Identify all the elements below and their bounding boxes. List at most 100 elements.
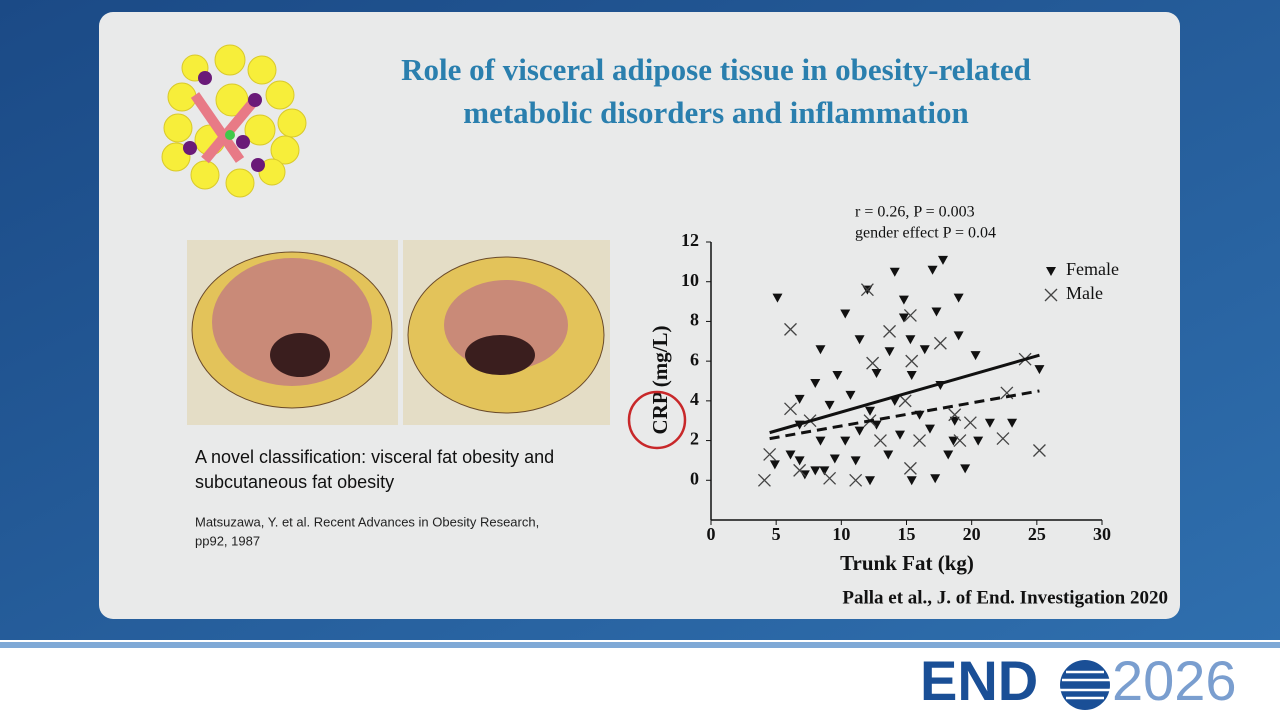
- scatter-point: [865, 476, 876, 486]
- legend-marker: [1046, 267, 1056, 276]
- scatter-point: [819, 466, 830, 476]
- fat-illustration: [161, 44, 307, 198]
- scatter-point: [903, 461, 917, 475]
- scatter-point: [927, 265, 938, 275]
- y-axis-label: CRP (mg/L): [648, 325, 672, 434]
- scatter-point: [1034, 365, 1045, 375]
- legend-label: Male: [1066, 283, 1103, 303]
- scatter-point: [884, 347, 895, 357]
- scatter-point: [948, 408, 962, 422]
- x-axis-label: Trunk Fat (kg): [840, 551, 974, 575]
- scatter-point: [889, 267, 900, 277]
- scatter-point: [824, 400, 835, 410]
- scatter-point: [815, 345, 826, 355]
- trend-line: [769, 353, 1040, 435]
- caption: A novel classification: visceral fat obe…: [195, 447, 554, 467]
- scatter-point: [931, 307, 942, 317]
- scatter-point: [905, 354, 919, 368]
- scatter-point: [784, 402, 797, 416]
- scatter-point: [970, 351, 981, 361]
- scatter-point: [793, 463, 807, 477]
- scatter-point: [943, 450, 954, 460]
- scatter-point: [1007, 418, 1018, 428]
- x-tick-label: 5: [772, 524, 781, 544]
- scatter-point: [845, 390, 856, 400]
- scatter-point: [810, 466, 821, 476]
- x-tick-label: 0: [707, 524, 716, 544]
- ct-images: [187, 240, 610, 425]
- annotation: r = 0.26, P = 0.003: [855, 204, 975, 221]
- scatter-point: [772, 293, 783, 303]
- scatter-point: [810, 378, 821, 388]
- footer-line: [0, 642, 1280, 648]
- y-tick-label: 10: [681, 270, 699, 290]
- scatter-point: [973, 436, 984, 446]
- y-tick-label: 4: [690, 389, 699, 409]
- x-tick-label: 25: [1028, 524, 1046, 544]
- citation: Palla et al., J. of End. Investigation 2…: [842, 587, 1168, 608]
- scatter-point: [871, 369, 882, 379]
- y-tick-label: 0: [690, 468, 699, 488]
- scatter-point: [996, 432, 1010, 446]
- y-tick-label: 2: [690, 429, 699, 449]
- scatter-point: [784, 322, 797, 336]
- scatter-point: [866, 356, 880, 370]
- scatter-point: [840, 436, 851, 446]
- scatter-point: [953, 331, 964, 341]
- scatter-point: [949, 416, 960, 426]
- scatter-point: [898, 313, 909, 323]
- scatter-point: [829, 454, 840, 464]
- reference: pp92, 1987: [195, 533, 260, 548]
- scatter-point: [840, 309, 851, 319]
- y-tick-label: 6: [690, 349, 699, 369]
- scatter-point: [850, 456, 861, 466]
- scatter-point: [883, 324, 897, 338]
- y-tick-label: 12: [681, 230, 699, 250]
- scatter-point: [794, 394, 805, 404]
- scatter-point: [960, 464, 971, 474]
- scatter-point: [757, 473, 771, 487]
- x-tick-label: 30: [1093, 524, 1111, 544]
- logo-text: 2026: [1112, 649, 1237, 712]
- scatter-point: [953, 293, 964, 303]
- scatter-point: [906, 371, 917, 381]
- scatter-point: [794, 456, 805, 466]
- scatter-point: [905, 335, 916, 345]
- scatter-point: [898, 295, 909, 305]
- scatter-point: [865, 406, 876, 416]
- scatter-point: [930, 474, 941, 484]
- scatter-point: [883, 450, 894, 460]
- scatter-point: [873, 434, 887, 448]
- scatter-point: [854, 335, 865, 345]
- scatter-point: [933, 336, 947, 350]
- legend-marker: [1044, 288, 1058, 302]
- scatter-point: [919, 345, 930, 355]
- y-tick-label: 8: [690, 310, 699, 330]
- logo-text: END: [920, 649, 1038, 712]
- title: metabolic disorders and inflammation: [463, 95, 968, 130]
- scatter-point: [815, 436, 826, 446]
- scatter-point: [898, 394, 912, 408]
- scatter-point: [906, 476, 917, 486]
- caption: subcutaneous fat obesity: [195, 472, 394, 492]
- scatter-point: [963, 416, 977, 430]
- scatter-point: [823, 471, 837, 485]
- scatter-point: [948, 436, 959, 446]
- scatter-point: [937, 255, 948, 265]
- scatter-point: [763, 448, 777, 461]
- scatter-point: [785, 450, 796, 460]
- title: Role of visceral adipose tissue in obesi…: [401, 52, 1031, 87]
- chart: 0 5 10 15 20 25 30 0 2 4 6 8 10 12 Trunk Fat (kg) CRP (…: [648, 204, 1119, 575]
- reference: Matsuzawa, Y. et al. Recent Advances in …: [195, 514, 539, 529]
- trend-line: [769, 389, 1040, 441]
- scatter-point: [769, 460, 780, 470]
- scatter-point: [894, 430, 905, 440]
- scatter-point: [854, 426, 865, 436]
- highlight-circle: [627, 390, 687, 450]
- scatter-point: [953, 434, 967, 448]
- annotation: gender effect P = 0.04: [855, 225, 996, 242]
- scatter-point: [889, 396, 900, 406]
- scatter-point: [913, 434, 926, 448]
- scatter-point: [860, 283, 874, 297]
